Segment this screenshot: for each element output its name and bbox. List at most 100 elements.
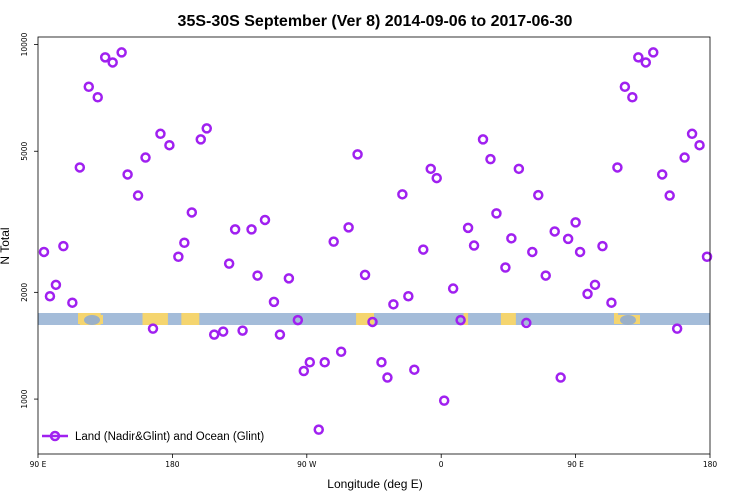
data-point: [562, 233, 574, 245]
data-point: [513, 163, 525, 175]
data-point: [92, 92, 103, 103]
data-point: [656, 169, 668, 180]
data-point: [648, 47, 659, 58]
data-point: [292, 314, 304, 326]
data-point: [619, 81, 631, 93]
x-tick-label: 180: [165, 460, 180, 469]
data-point: [328, 236, 339, 247]
data-point: [132, 190, 144, 201]
data-point: [122, 169, 133, 180]
data-point: [597, 240, 608, 252]
data-point: [431, 172, 442, 184]
data-point: [606, 297, 617, 308]
y-tick-label: 10000: [20, 32, 29, 56]
land-patch: [463, 313, 469, 325]
data-point: [500, 262, 511, 273]
data-point: [455, 314, 466, 326]
data-point: [694, 139, 705, 151]
data-point: [268, 296, 280, 308]
data-point: [319, 357, 330, 368]
data-point: [259, 214, 271, 226]
data-point: [686, 128, 698, 140]
y-tick-label: 5000: [20, 141, 29, 160]
data-point: [527, 246, 538, 258]
land-patch: [620, 315, 636, 325]
data-point: [570, 217, 581, 228]
data-point: [208, 329, 220, 340]
data-point: [397, 189, 408, 200]
data-point: [107, 57, 118, 68]
data-point: [403, 290, 414, 302]
land-patch: [78, 313, 82, 324]
data-point: [589, 279, 601, 291]
chart-title: 35S-30S September (Ver 8) 2014-09-06 to …: [178, 13, 573, 30]
plot-frame: [37, 36, 711, 455]
data-point: [229, 224, 241, 235]
data-point: [246, 224, 257, 235]
data-point: [298, 365, 310, 377]
x-axis: 90 E 180 90 W 0 90 E 180: [30, 454, 717, 469]
data-point: [485, 153, 496, 165]
x-axis-label: Longitude (deg E): [327, 477, 422, 491]
data-point: [388, 299, 399, 310]
data-point: [201, 123, 212, 134]
data-point: [382, 372, 393, 383]
data-point: [540, 270, 551, 281]
data-point: [67, 297, 78, 308]
data-point: [217, 326, 229, 337]
y-axis-label: N Total: [0, 227, 12, 264]
data-point: [477, 134, 489, 145]
data-point: [173, 251, 184, 263]
data-point: [140, 152, 151, 163]
data-point: [58, 240, 69, 252]
legend: Land (Nadir&Glint) and Ocean (Glint): [42, 430, 264, 443]
data-point: [627, 92, 638, 103]
data-point: [462, 222, 474, 234]
data-point: [50, 279, 62, 291]
data-point: [701, 251, 713, 263]
data-point: [252, 270, 263, 281]
data-point: [447, 283, 459, 294]
data-point: [640, 57, 652, 68]
data-point: [679, 152, 690, 163]
data-point: [164, 139, 175, 151]
data-point: [283, 273, 295, 284]
legend-marker: [49, 430, 61, 442]
x-tick-label: 90 E: [567, 460, 584, 469]
data-point: [74, 162, 86, 173]
data-points: [38, 47, 713, 435]
data-point: [521, 317, 532, 329]
data-point: [438, 395, 450, 406]
data-point: [491, 208, 502, 219]
data-point: [116, 47, 127, 58]
data-point: [409, 364, 420, 375]
data-point: [304, 357, 316, 368]
data-point: [38, 246, 50, 258]
data-point: [237, 325, 248, 336]
data-point: [147, 323, 159, 334]
land-patch: [500, 313, 516, 325]
y-tick-label: 1000: [20, 389, 29, 408]
data-point: [612, 162, 623, 173]
data-point: [582, 288, 593, 300]
plot-area: [37, 36, 713, 455]
data-point: [425, 163, 436, 175]
land-patch: [181, 313, 200, 325]
data-point: [352, 149, 363, 160]
data-point: [664, 190, 675, 201]
data-point: [186, 207, 198, 218]
land-patch: [614, 313, 618, 324]
data-point: [533, 189, 544, 201]
data-point: [313, 424, 324, 435]
y-axis: 1000 2000 5000 10000: [20, 32, 38, 409]
data-point: [671, 323, 683, 334]
land-patch: [142, 313, 168, 325]
legend-label: Land (Nadir&Glint) and Ocean (Glint): [75, 431, 264, 443]
data-point: [468, 240, 480, 251]
data-point: [274, 329, 286, 340]
x-tick-label: 90 E: [30, 460, 47, 469]
data-point: [83, 81, 95, 93]
data-point: [223, 258, 235, 269]
data-point: [418, 244, 429, 255]
data-point: [179, 237, 190, 248]
